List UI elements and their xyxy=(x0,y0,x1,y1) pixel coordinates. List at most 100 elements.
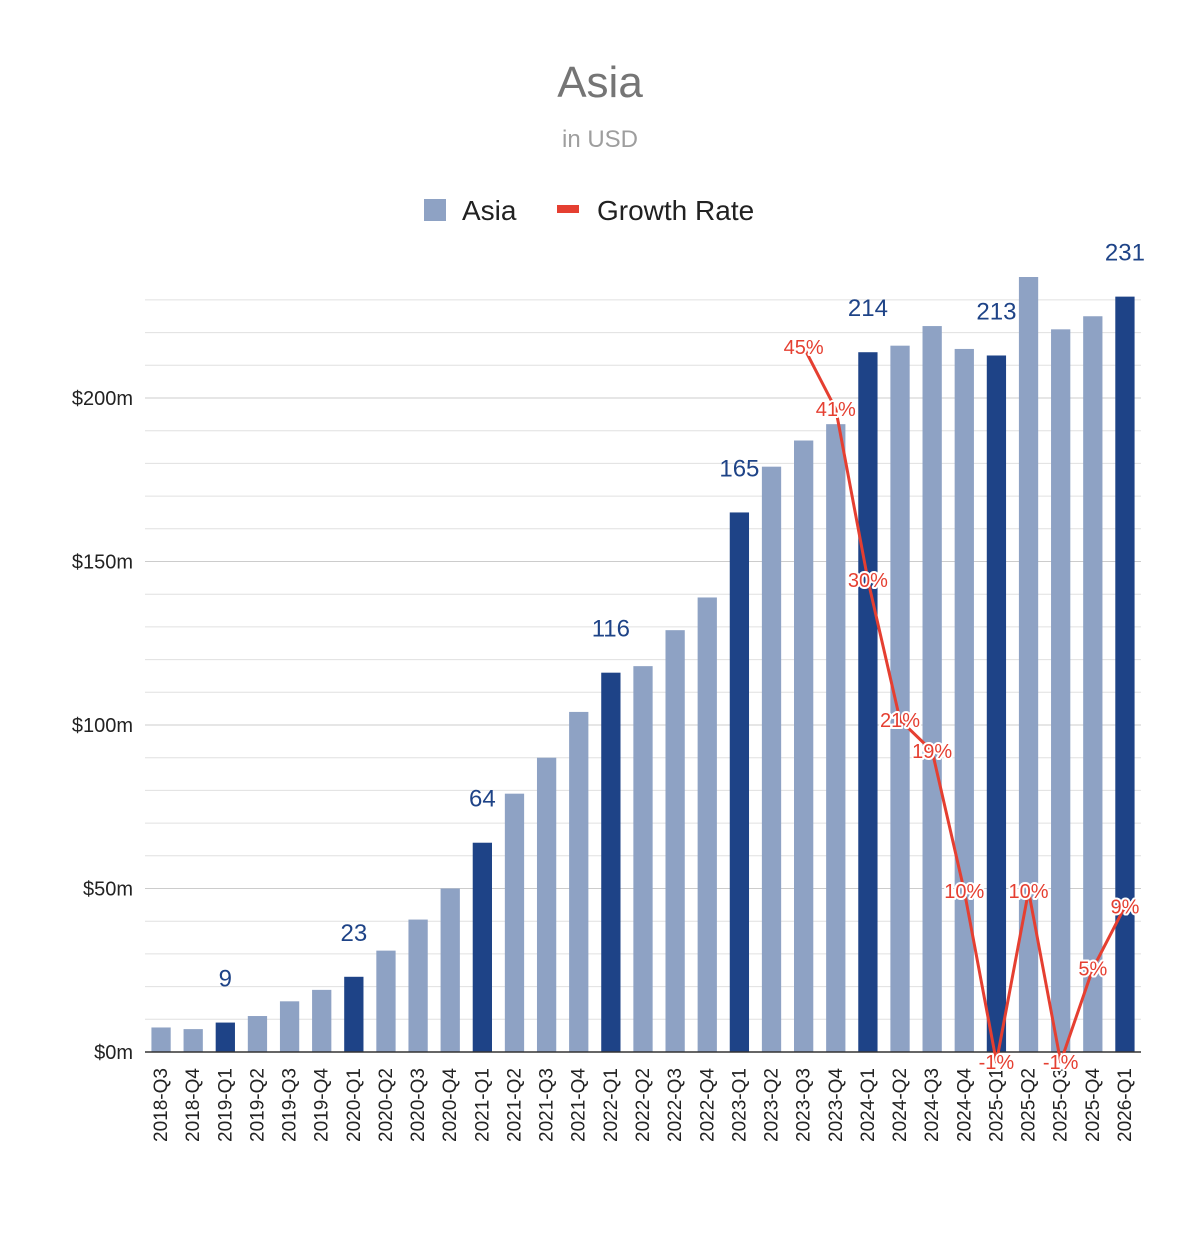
bar xyxy=(1115,296,1135,1052)
x-tick-label: 2024-Q1 xyxy=(858,1068,879,1142)
x-tick-label: 2023-Q2 xyxy=(762,1068,783,1142)
y-axis-ticks: $0m $50m $100m $150m $200m xyxy=(72,388,133,1064)
y-tick-label: $0m xyxy=(94,1042,133,1064)
y-tick-label: $150m xyxy=(72,552,133,574)
bar xyxy=(665,630,685,1052)
bar xyxy=(376,950,396,1052)
growth-rate-label: 19% xyxy=(912,741,952,763)
y-tick-label: $50m xyxy=(83,879,133,901)
growth-rate-label: 10% xyxy=(944,881,984,903)
bar xyxy=(344,976,364,1052)
growth-rate-label: 41% xyxy=(816,399,856,421)
x-tick-label: 2025-Q2 xyxy=(1019,1068,1040,1142)
legend-label-growth-rate: Growth Rate xyxy=(597,195,754,226)
x-tick-label: 2022-Q2 xyxy=(633,1068,654,1142)
bar xyxy=(247,1016,268,1052)
growth-rate-label: 5% xyxy=(1078,959,1107,981)
growth-rate-series-line xyxy=(802,346,1127,1064)
x-tick-label: 2022-Q3 xyxy=(665,1068,686,1142)
bar xyxy=(279,1001,300,1052)
bar xyxy=(1051,329,1071,1053)
growth-rate-label: -1% xyxy=(979,1052,1015,1074)
x-tick-label: 2023-Q3 xyxy=(794,1068,815,1142)
bar-value-label: 64 xyxy=(469,786,496,813)
x-tick-label: 2021-Q4 xyxy=(569,1068,590,1142)
growth-rate-line xyxy=(802,346,1127,1064)
y-tick-label: $200m xyxy=(72,388,133,410)
bar xyxy=(922,326,942,1052)
legend: Asia Growth Rate xyxy=(424,195,754,226)
x-tick-label: 2023-Q1 xyxy=(729,1068,750,1142)
bar-value-label: 213 xyxy=(976,298,1016,325)
bar xyxy=(1083,316,1103,1052)
x-tick-label: 2022-Q4 xyxy=(697,1068,718,1142)
x-tick-label: 2019-Q2 xyxy=(247,1068,268,1142)
x-tick-label: 2024-Q3 xyxy=(922,1068,943,1142)
bar xyxy=(729,512,750,1052)
x-tick-label: 2021-Q1 xyxy=(472,1068,493,1142)
bar xyxy=(1018,277,1039,1052)
gridlines xyxy=(145,299,1141,1020)
bar-value-label: 165 xyxy=(719,455,759,482)
legend-swatch-asia xyxy=(424,199,446,221)
bar xyxy=(183,1029,203,1052)
x-tick-label: 2018-Q3 xyxy=(151,1068,172,1142)
x-tick-label: 2020-Q1 xyxy=(344,1068,365,1142)
bar xyxy=(536,757,557,1052)
bar xyxy=(633,666,653,1052)
x-tick-label: 2026-Q1 xyxy=(1115,1068,1136,1142)
x-tick-label: 2023-Q4 xyxy=(826,1068,847,1142)
bar xyxy=(954,348,974,1052)
x-tick-label: 2020-Q3 xyxy=(408,1068,429,1142)
y-tick-label: $100m xyxy=(72,715,133,737)
bar xyxy=(408,919,428,1052)
bar xyxy=(986,355,1007,1052)
growth-rate-label: -1% xyxy=(1043,1052,1079,1074)
x-tick-label: 2019-Q1 xyxy=(215,1068,236,1142)
growth-rate-label: 45% xyxy=(784,337,824,359)
x-tick-label: 2024-Q4 xyxy=(954,1068,975,1142)
bar xyxy=(151,1027,171,1052)
x-tick-label: 2025-Q4 xyxy=(1083,1068,1104,1142)
growth-rate-label: 30% xyxy=(848,570,888,592)
x-tick-label: 2021-Q2 xyxy=(504,1068,525,1142)
chart-subtitle: in USD xyxy=(562,126,638,153)
bar xyxy=(504,793,525,1052)
bar-value-label: 23 xyxy=(340,920,367,947)
bars xyxy=(151,277,1135,1053)
x-tick-label: 2018-Q4 xyxy=(183,1068,204,1142)
bar xyxy=(601,672,621,1052)
x-tick-label: 2021-Q3 xyxy=(537,1068,558,1142)
bar xyxy=(215,1022,235,1052)
x-tick-label: 2020-Q4 xyxy=(440,1068,461,1142)
bar-value-label: 231 xyxy=(1105,240,1145,267)
bar-value-label: 214 xyxy=(848,295,888,322)
x-axis-ticks: 2018-Q3 2018-Q4 2019-Q1 2019-Q2 2019-Q3 2019-… xyxy=(151,1068,1136,1142)
x-tick-label: 2019-Q4 xyxy=(312,1068,333,1142)
growth-rate-label: 10% xyxy=(1009,881,1049,903)
growth-rate-label: 21% xyxy=(880,710,920,732)
bar xyxy=(890,345,910,1052)
bar xyxy=(761,466,782,1052)
x-tick-label: 2019-Q3 xyxy=(280,1068,301,1142)
bar-labels: 9 23 64 116 165 214 213 231 xyxy=(219,240,1145,993)
bar xyxy=(858,352,878,1053)
growth-rate-label: 9% xyxy=(1110,897,1139,919)
growth-rate-labels: 45% 41% 30% 21% 19% 10% -1% 10% -1% 5% 9% xyxy=(782,335,1142,1076)
legend-label-asia: Asia xyxy=(462,195,517,226)
x-tick-label: 2024-Q2 xyxy=(890,1068,911,1142)
bar xyxy=(440,888,460,1052)
x-tick-label: 2022-Q1 xyxy=(601,1068,622,1142)
bar xyxy=(472,842,492,1052)
bar xyxy=(794,440,814,1052)
chart-title: Asia xyxy=(557,58,643,107)
bar xyxy=(569,711,589,1052)
bar xyxy=(312,989,332,1052)
x-tick-label: 2025-Q1 xyxy=(986,1068,1007,1142)
x-tick-label: 2020-Q2 xyxy=(376,1068,397,1142)
bar xyxy=(826,424,846,1052)
bar-value-label: 116 xyxy=(592,616,630,643)
bar-value-label: 9 xyxy=(219,966,232,993)
